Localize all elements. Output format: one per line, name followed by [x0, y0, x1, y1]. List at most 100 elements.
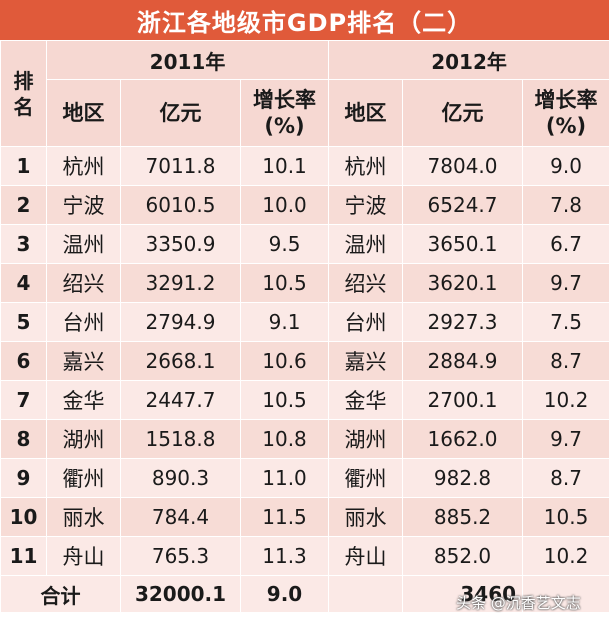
region-cell: 杭州	[328, 146, 404, 186]
table-row: 11 舟山 765.3 11.3 舟山 852.0 10.2	[0, 536, 609, 576]
table-row: 5 台州 2794.9 9.1 台州 2927.3 7.5	[0, 302, 609, 342]
total-growth-2012	[522, 575, 609, 613]
gdp-ranking-table: 排名 2011年 2012年 地区 亿元 增长率 (%) 地区 亿元 增长率 (…	[0, 40, 609, 613]
region-cell: 湖州	[46, 419, 121, 459]
table-row: 6 嘉兴 2668.1 10.6 嘉兴 2884.9 8.7	[0, 341, 609, 381]
growth-header-unit: (%)	[545, 114, 587, 138]
total-growth-2011: 9.0	[239, 575, 330, 613]
table-row: 2 宁波 6010.5 10.0 宁波 6524.7 7.8	[0, 185, 609, 225]
growth-header-2012: 增长率 (%)	[522, 79, 609, 147]
region-cell: 绍兴	[328, 263, 404, 303]
region-cell: 嘉兴	[328, 341, 404, 381]
growth-cell: 10.5	[239, 263, 330, 303]
growth-header-2011: 增长率 (%)	[239, 79, 330, 147]
growth-cell: 10.0	[239, 185, 330, 225]
growth-header-unit: (%)	[264, 114, 305, 138]
region-cell: 温州	[328, 224, 404, 264]
region-cell: 台州	[328, 302, 404, 342]
growth-cell: 11.0	[239, 458, 330, 498]
gdp-cell: 2668.1	[120, 341, 241, 381]
gdp-cell: 784.4	[120, 497, 241, 537]
gdp-header-2012: 亿元	[402, 79, 524, 147]
gdp-cell: 852.0	[402, 536, 524, 576]
growth-cell: 9.0	[522, 146, 609, 186]
region-cell: 台州	[46, 302, 121, 342]
growth-cell: 10.1	[239, 146, 330, 186]
rank-cell: 10	[0, 497, 47, 537]
rank-cell: 9	[0, 458, 47, 498]
rank-cell: 6	[0, 341, 47, 381]
region-cell: 丽水	[328, 497, 404, 537]
region-cell: 金华	[328, 380, 404, 420]
gdp-cell: 2884.9	[402, 341, 524, 381]
gdp-cell: 2927.3	[402, 302, 524, 342]
gdp-cell: 2794.9	[120, 302, 241, 342]
region-cell: 衢州	[46, 458, 121, 498]
growth-cell: 9.1	[239, 302, 330, 342]
gdp-cell: 7011.8	[120, 146, 241, 186]
gdp-header-2011: 亿元	[120, 79, 241, 147]
table-row: 1 杭州 7011.8 10.1 杭州 7804.0 9.0	[0, 146, 609, 186]
region-cell: 湖州	[328, 419, 404, 459]
total-row: 合计 32000.1 9.0 3460	[0, 575, 609, 613]
growth-cell: 10.2	[522, 380, 609, 420]
gdp-cell: 885.2	[402, 497, 524, 537]
region-cell: 衢州	[328, 458, 404, 498]
gdp-cell: 890.3	[120, 458, 241, 498]
region-cell: 舟山	[328, 536, 404, 576]
total-gdp-2012: 3460	[402, 575, 524, 613]
growth-cell: 10.5	[522, 497, 609, 537]
growth-cell: 10.8	[239, 419, 330, 459]
watermark: 头条 @沉香艺文志	[456, 594, 581, 612]
growth-cell: 8.7	[522, 341, 609, 381]
total-spacer	[328, 575, 404, 613]
growth-cell: 9.5	[239, 224, 330, 264]
rank-cell: 8	[0, 419, 47, 459]
gdp-cell: 3620.1	[402, 263, 524, 303]
growth-cell: 7.5	[522, 302, 609, 342]
gdp-cell: 982.8	[402, 458, 524, 498]
region-cell: 金华	[46, 380, 121, 420]
region-cell: 绍兴	[46, 263, 121, 303]
rank-cell: 3	[0, 224, 47, 264]
table-row: 8 湖州 1518.8 10.8 湖州 1662.0 9.7	[0, 419, 609, 459]
gdp-cell: 1662.0	[402, 419, 524, 459]
table-row: 9 衢州 890.3 11.0 衢州 982.8 8.7	[0, 458, 609, 498]
total-label: 合计	[0, 575, 121, 613]
rank-header-text: 排名	[13, 68, 34, 119]
region-cell: 温州	[46, 224, 121, 264]
region-cell: 舟山	[46, 536, 121, 576]
growth-cell: 11.5	[239, 497, 330, 537]
gdp-cell: 3291.2	[120, 263, 241, 303]
rank-cell: 7	[0, 380, 47, 420]
growth-cell: 9.7	[522, 263, 609, 303]
growth-header-label: 增长率	[534, 88, 598, 112]
table-row: 3 温州 3350.9 9.5 温州 3650.1 6.7	[0, 224, 609, 264]
growth-header-label: 增长率	[253, 88, 317, 112]
growth-cell: 10.6	[239, 341, 330, 381]
growth-cell: 8.7	[522, 458, 609, 498]
column-header-row: 地区 亿元 增长率 (%) 地区 亿元 增长率 (%)	[1, 79, 609, 147]
rank-cell: 5	[0, 302, 47, 342]
gdp-cell: 2447.7	[120, 380, 241, 420]
region-header-2011: 地区	[46, 79, 121, 147]
growth-cell: 7.8	[522, 185, 609, 225]
gdp-cell: 6010.5	[120, 185, 241, 225]
region-cell: 宁波	[328, 185, 404, 225]
growth-cell: 9.7	[522, 419, 609, 459]
total-gdp-2011: 32000.1	[120, 575, 241, 613]
growth-cell: 6.7	[522, 224, 609, 264]
rank-cell: 1	[0, 146, 47, 186]
gdp-cell: 3650.1	[402, 224, 524, 264]
gdp-cell: 3350.9	[120, 224, 241, 264]
table-row: 7 金华 2447.7 10.5 金华 2700.1 10.2	[0, 380, 609, 420]
table-row: 4 绍兴 3291.2 10.5 绍兴 3620.1 9.7	[0, 263, 609, 303]
rank-cell: 4	[0, 263, 47, 303]
year-2012-header: 2012年	[328, 40, 609, 80]
gdp-cell: 7804.0	[402, 146, 524, 186]
growth-cell: 10.5	[239, 380, 330, 420]
rank-header: 排名	[0, 40, 47, 147]
gdp-cell: 1518.8	[120, 419, 241, 459]
page-title: 浙江各地级市GDP排名（二）	[0, 0, 609, 40]
growth-cell: 10.2	[522, 536, 609, 576]
